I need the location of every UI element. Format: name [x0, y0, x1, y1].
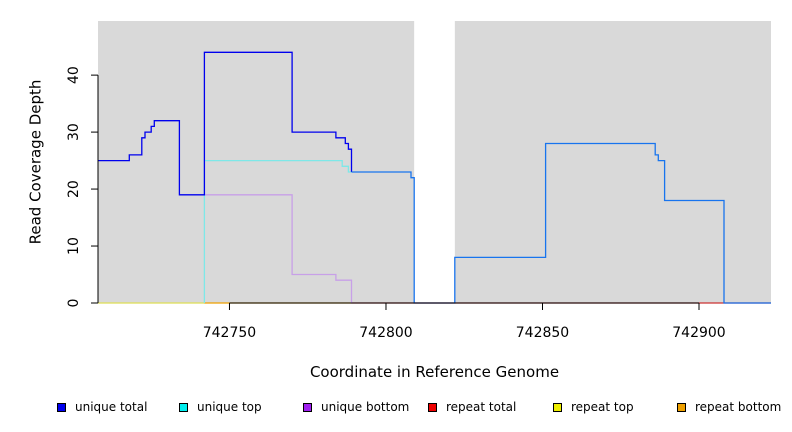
y-tick-label: 10: [66, 237, 82, 255]
legend-item-repeat-top: repeat top: [553, 400, 634, 414]
legend-swatch: [57, 402, 66, 412]
legend-label: unique bottom: [321, 400, 410, 414]
legend-item-unique-total: unique total: [57, 400, 147, 414]
legend-swatch: [553, 402, 562, 412]
x-tick-label: 742900: [672, 325, 725, 341]
legend-item-unique-bottom: unique bottom: [303, 400, 409, 414]
axes: 0 10 20 30 40 742750 742800 742850 742900: [66, 66, 726, 341]
legend-swatch: [179, 402, 188, 412]
uncovered-gap: [414, 21, 455, 303]
legend-item-repeat-total: repeat total: [428, 400, 516, 414]
legend-swatch: [677, 402, 686, 412]
coverage-chart: 0 10 20 30 40 742750 742800 742850 742900 Read C…: [27, 21, 771, 381]
y-tick-label: 20: [66, 180, 82, 198]
legend-item-unique-top: unique top: [179, 400, 262, 414]
legend-label: repeat total: [446, 400, 517, 414]
y-tick-label: 0: [66, 299, 82, 308]
legend-swatch: [428, 402, 437, 412]
legend: unique total unique top unique bottom repea…: [0, 400, 792, 418]
x-tick-label: 742850: [516, 325, 569, 341]
legend-label: repeat bottom: [695, 400, 782, 414]
y-axis-title: Read Coverage Depth: [27, 80, 45, 245]
legend-item-repeat-bottom: repeat bottom: [677, 400, 781, 414]
series-line-unique-total-0: [98, 51, 353, 196]
legend-label: repeat top: [571, 400, 634, 414]
y-tick-label: 30: [66, 123, 82, 141]
legend-swatch: [303, 402, 312, 412]
legend-label: unique total: [75, 400, 148, 414]
legend-label: unique top: [197, 400, 262, 414]
series-line-unique-bottom-0: [204, 194, 353, 303]
x-tick-label: 742750: [203, 325, 256, 341]
y-tick-label: 40: [66, 66, 82, 84]
x-tick-label: 742800: [359, 325, 412, 341]
x-axis-title: Coordinate in Reference Genome: [310, 363, 559, 381]
series-line-unique-total-1: [351, 142, 771, 304]
